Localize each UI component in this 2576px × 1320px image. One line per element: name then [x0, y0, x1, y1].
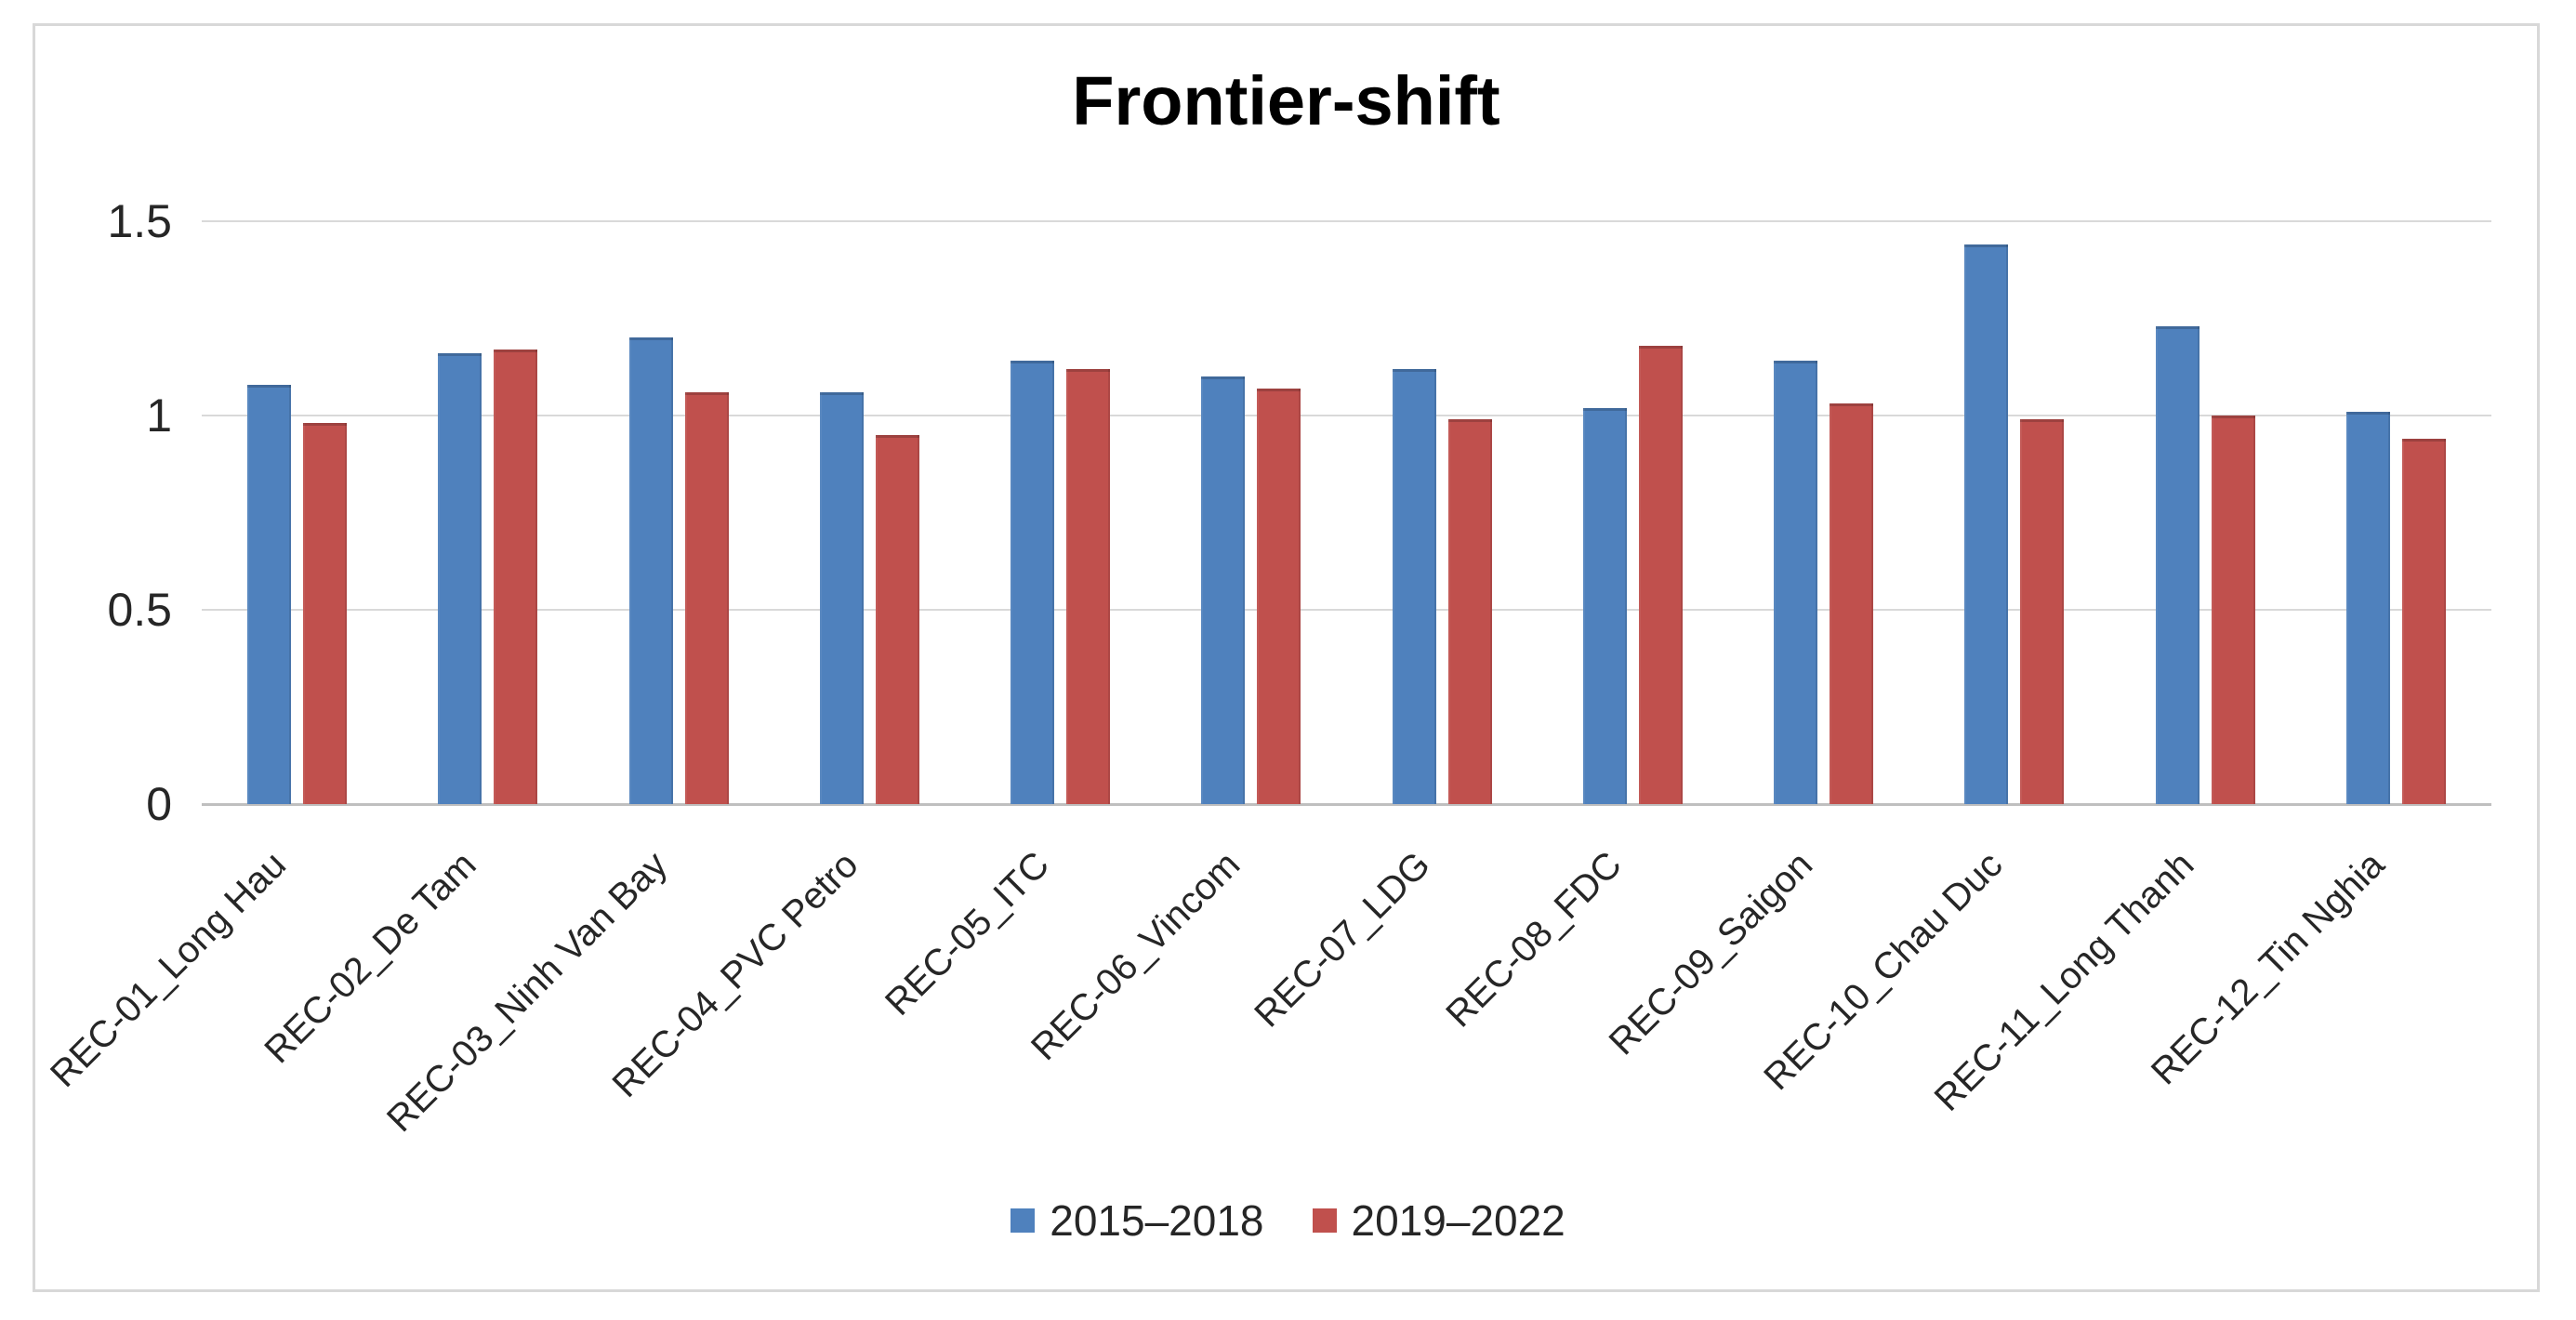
x-category-label: REC-02_De Tam: [257, 844, 484, 1072]
bar-blue-6: [1201, 376, 1246, 804]
y-tick-label: 0.5: [107, 584, 172, 636]
bar-red-11: [2211, 416, 2255, 804]
gridline: [202, 220, 2491, 222]
x-category-label: REC-05_ITC: [877, 844, 1057, 1024]
legend-item-series-2: 2019–2022: [1312, 1195, 1565, 1246]
bar-red-2: [494, 349, 538, 804]
bar-blue-5: [1011, 361, 1055, 804]
bar-red-12: [2401, 439, 2446, 804]
bar-red-8: [1638, 345, 1683, 804]
bar-blue-8: [1582, 407, 1627, 804]
legend-item-series-1: 2015–2018: [1011, 1195, 1264, 1246]
bar-blue-11: [2155, 325, 2200, 804]
bar-red-7: [1447, 419, 1492, 804]
bar-red-9: [1830, 403, 1874, 804]
x-category-label: REC-01_Long Hau: [42, 844, 294, 1096]
bar-red-10: [2020, 419, 2065, 804]
bar-blue-1: [247, 384, 292, 804]
legend-swatch-blue: [1011, 1208, 1036, 1233]
bar-blue-2: [438, 353, 482, 804]
x-category-label: REC-08_FDC: [1437, 844, 1630, 1036]
x-axis-line: [202, 803, 2491, 806]
bar-blue-4: [819, 391, 864, 804]
bar-blue-12: [2345, 411, 2390, 804]
legend: 2015–2018 2019–2022: [0, 1195, 2576, 1246]
bar-blue-7: [1392, 368, 1436, 804]
bar-red-1: [303, 423, 348, 804]
chart-title: Frontier-shift: [1072, 62, 1500, 139]
y-axis: 0 0.5 1 1.5: [0, 0, 177, 1320]
legend-label-series-1: 2015–2018: [1050, 1196, 1264, 1245]
gridline: [202, 415, 2491, 416]
bar-red-5: [1066, 368, 1111, 804]
y-tick-label: 1.5: [107, 195, 172, 247]
y-tick-label: 1: [146, 389, 172, 442]
gridline: [202, 609, 2491, 611]
x-category-label: REC-09_Saigon: [1601, 844, 1820, 1063]
bar-red-4: [875, 434, 919, 804]
bar-blue-10: [1964, 244, 2009, 804]
bar-blue-3: [628, 337, 673, 804]
legend-label-series-2: 2019–2022: [1351, 1196, 1565, 1245]
plot-area: [202, 220, 2491, 806]
legend-swatch-red: [1312, 1208, 1337, 1233]
x-category-label: REC-06_Vincom: [1023, 844, 1248, 1069]
y-tick-label: 0: [146, 778, 172, 830]
bar-red-3: [684, 391, 729, 804]
bar-blue-9: [1774, 361, 1818, 804]
bar-red-6: [1257, 388, 1301, 804]
x-category-label: REC-07_LDG: [1247, 844, 1439, 1036]
